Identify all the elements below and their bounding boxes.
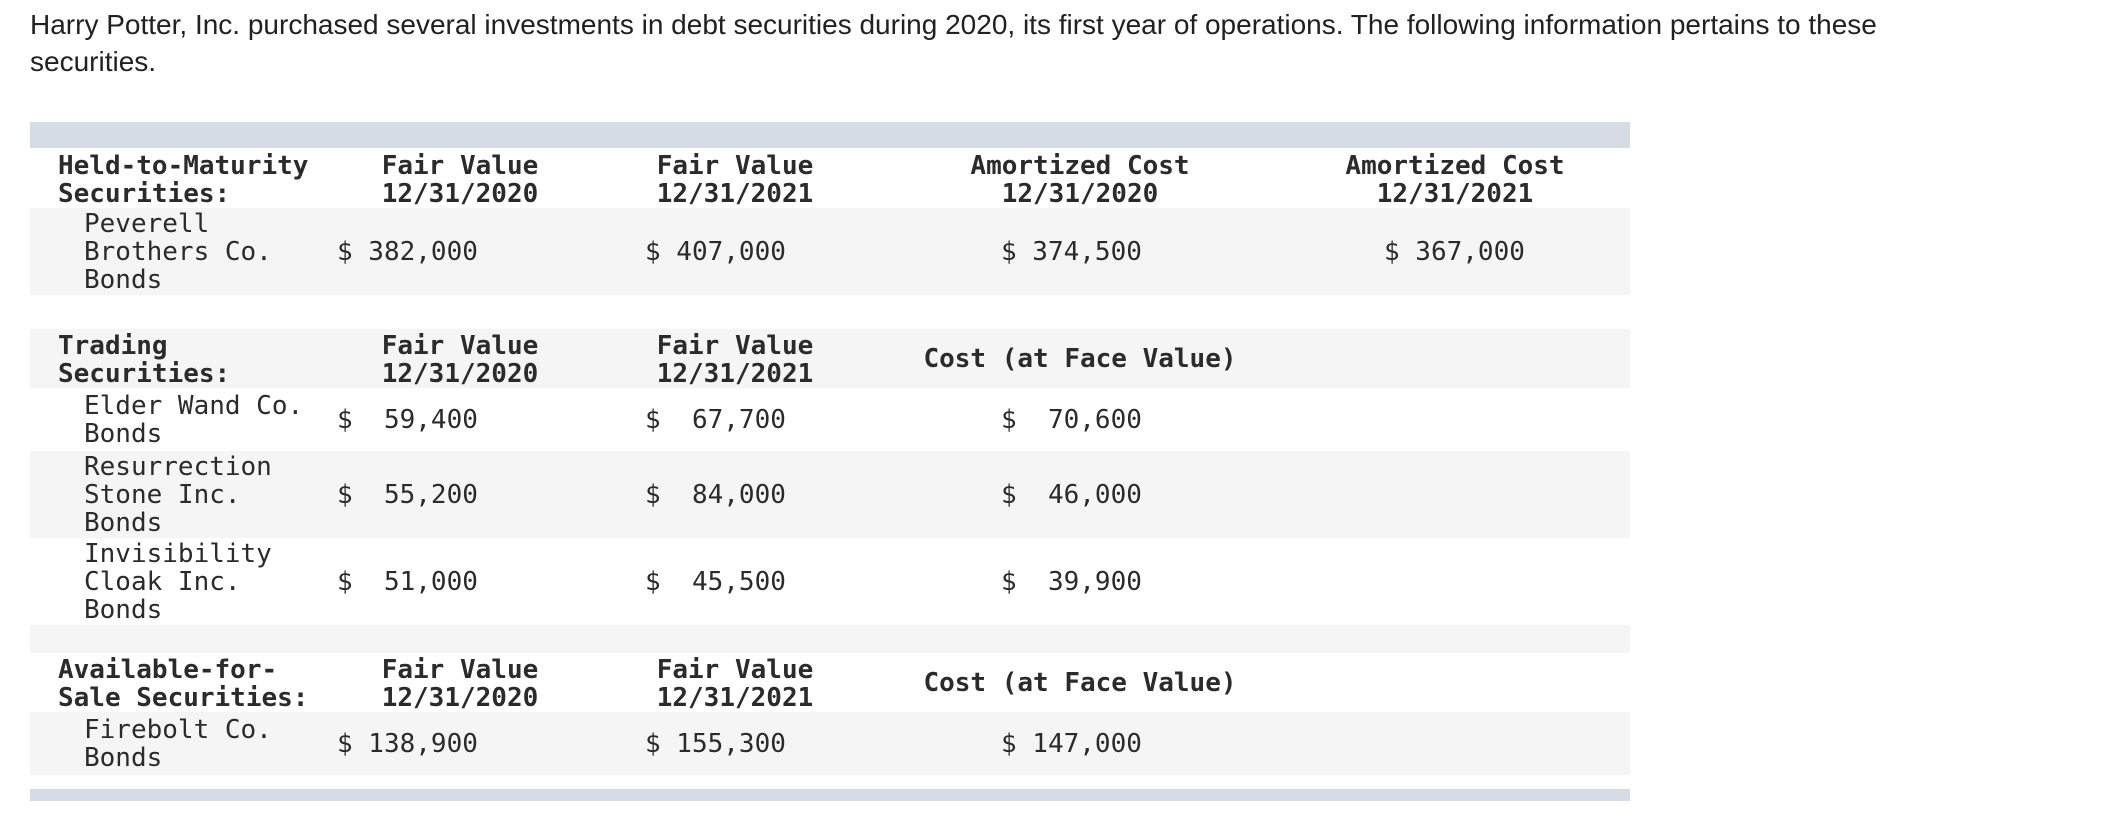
cost-at-face-value-cell: $ 46,000 xyxy=(1001,479,1142,510)
row-elder-wand: Elder Wand Co. Bonds $ 59,400 $ 67,700 $… xyxy=(30,388,1630,451)
security-name: Invisibility Cloak Inc. Bonds xyxy=(84,538,272,625)
trading-header-row: Trading Securities: Fair Value 12/31/202… xyxy=(30,329,1630,388)
section-title-available-for-sale: Available-for- Sale Securities: xyxy=(58,655,309,713)
available-for-sale-header-row: Available-for- Sale Securities: Fair Val… xyxy=(30,653,1630,712)
fair-value-2020-cell: $ 51,000 xyxy=(337,566,478,597)
fair-value-2021-cell: $ 45,500 xyxy=(645,566,786,597)
column-header-cost-at-face-value: Cost (at Face Value) xyxy=(923,344,1237,374)
column-header-amortized-cost-2020: Amortized Cost 12/31/2020 xyxy=(970,151,1190,209)
column-header-fair-value-2020: Fair Value 12/31/2020 xyxy=(381,151,539,209)
column-header-fair-value-2021: Fair Value 12/31/2021 xyxy=(656,151,814,209)
column-header-empty xyxy=(1280,330,1630,332)
problem-intro-text: Harry Potter, Inc. purchased several inv… xyxy=(30,9,1877,77)
column-header-fair-value-2021: Fair Value 12/31/2021 xyxy=(656,331,814,389)
securities-table: Held-to-Maturity Securities: Fair Value … xyxy=(30,122,1630,801)
column-header-fair-value-2021: Fair Value 12/31/2021 xyxy=(656,655,814,713)
cost-at-face-value-cell: $ 70,600 xyxy=(1001,404,1142,435)
fair-value-2021-cell: $ 407,000 xyxy=(645,236,786,267)
section-title-trading: Trading Securities: xyxy=(58,331,231,389)
section-spacer xyxy=(30,775,1630,789)
empty-cell xyxy=(1280,712,1630,775)
fair-value-2020-cell: $ 382,000 xyxy=(337,236,478,267)
security-name: Resurrection Stone Inc. Bonds xyxy=(84,451,272,538)
security-name: Elder Wand Co. Bonds xyxy=(84,390,304,449)
empty-cell xyxy=(1280,451,1630,538)
column-header-fair-value-2020: Fair Value 12/31/2020 xyxy=(381,655,539,713)
empty-cell xyxy=(1280,388,1630,451)
amortized-cost-2021-cell: $ 367,000 xyxy=(1384,236,1525,267)
amortized-cost-2020-cell: $ 374,500 xyxy=(1001,236,1142,267)
row-invisibility-cloak: Invisibility Cloak Inc. Bonds $ 51,000 $… xyxy=(30,538,1630,625)
fair-value-2020-cell: $ 59,400 xyxy=(337,404,478,435)
row-resurrection-stone: Resurrection Stone Inc. Bonds $ 55,200 $… xyxy=(30,451,1630,538)
section-spacer xyxy=(30,295,1630,329)
column-header-empty xyxy=(1280,654,1630,656)
section-spacer xyxy=(30,625,1630,653)
security-name: Firebolt Co. Bonds xyxy=(84,714,272,773)
empty-cell xyxy=(1280,538,1630,625)
fair-value-2020-cell: $ 138,900 xyxy=(337,728,478,759)
column-header-fair-value-2020: Fair Value 12/31/2020 xyxy=(381,331,539,389)
column-header-amortized-cost-2021: Amortized Cost 12/31/2021 xyxy=(1345,151,1565,209)
fair-value-2021-cell: $ 155,300 xyxy=(645,728,786,759)
table-top-band xyxy=(30,122,1630,148)
row-peverell-brothers: Peverell Brothers Co. Bonds $ 382,000 $ … xyxy=(30,208,1630,295)
fair-value-2021-cell: $ 84,000 xyxy=(645,479,786,510)
security-name: Peverell Brothers Co. Bonds xyxy=(84,208,272,295)
table-bottom-band xyxy=(30,789,1630,801)
row-firebolt: Firebolt Co. Bonds $ 138,900 $ 155,300 $… xyxy=(30,712,1630,775)
fair-value-2020-cell: $ 55,200 xyxy=(337,479,478,510)
cost-at-face-value-cell: $ 147,000 xyxy=(1001,728,1142,759)
column-header-cost-at-face-value: Cost (at Face Value) xyxy=(923,668,1237,698)
held-to-maturity-header-row: Held-to-Maturity Securities: Fair Value … xyxy=(30,148,1630,208)
section-title-held-to-maturity: Held-to-Maturity Securities: xyxy=(58,151,309,209)
cost-at-face-value-cell: $ 39,900 xyxy=(1001,566,1142,597)
fair-value-2021-cell: $ 67,700 xyxy=(645,404,786,435)
